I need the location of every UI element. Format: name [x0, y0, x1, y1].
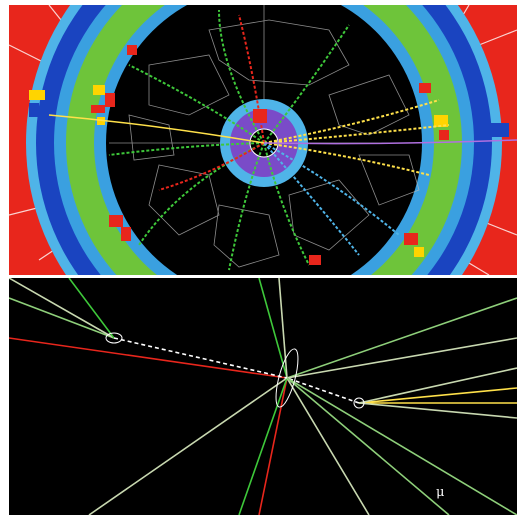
energy-deposits: [29, 45, 509, 265]
vertex-zoom-background: [9, 278, 517, 515]
secondary-vertex-left: [105, 332, 123, 344]
detector-cross-section-view: [9, 5, 517, 275]
muon-label: μ: [436, 485, 445, 500]
secondary-vertex-right: [353, 397, 365, 409]
primary-vertex: [275, 348, 299, 408]
vertex-tracks: [9, 278, 517, 515]
particle-tracks: [48, 9, 517, 271]
vertex-zoom-view: [9, 278, 517, 515]
